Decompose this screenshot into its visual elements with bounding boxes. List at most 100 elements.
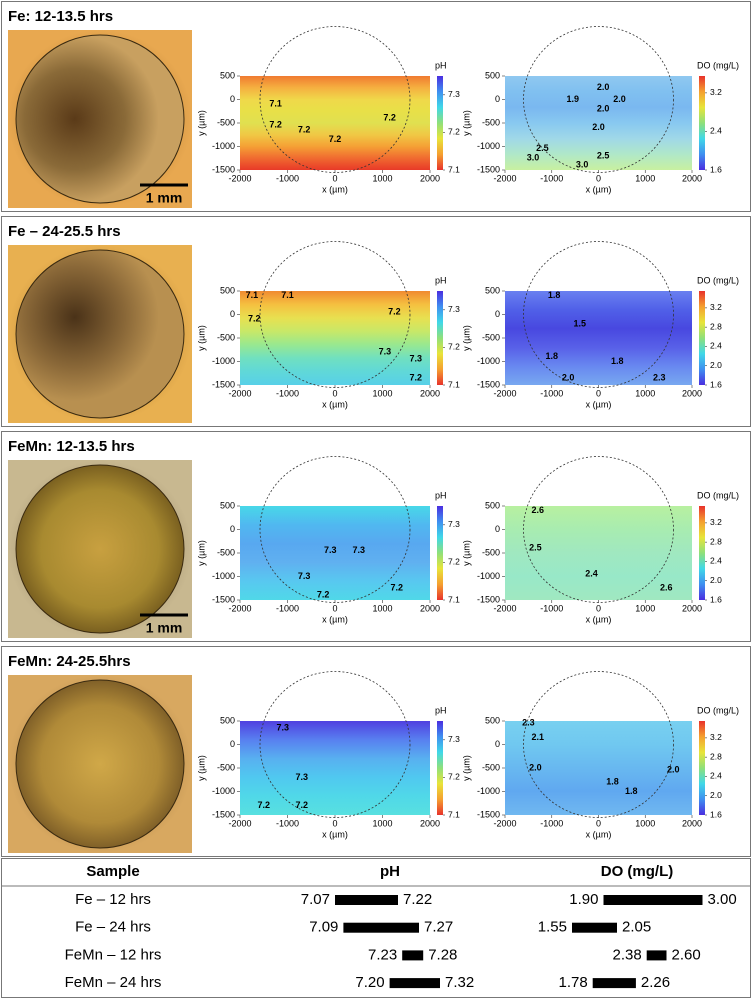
table-header: Sample — [86, 863, 139, 880]
x-tick-label: -2000 — [493, 173, 516, 183]
y-tick-label: -1500 — [212, 809, 235, 819]
colorbar-label: DO (mg/L) — [697, 60, 739, 70]
y-tick-label: -1500 — [477, 379, 500, 389]
colorbar-tick-label: 7.1 — [448, 379, 460, 389]
y-tick-label: 0 — [230, 309, 235, 319]
colorbar-tick-label: 3.2 — [710, 517, 722, 527]
y-axis-label: y (µm) — [461, 325, 471, 351]
contour-label: 7.2 — [409, 372, 422, 382]
x-axis-label: x (µm) — [586, 614, 612, 624]
range-max: 2.60 — [672, 946, 701, 963]
x-tick-label: 1000 — [635, 603, 655, 613]
x-tick-label: 2000 — [682, 818, 702, 828]
contour-label: 2.6 — [531, 505, 544, 515]
contour-label: 2.4 — [585, 569, 598, 579]
heatmap — [505, 506, 692, 600]
y-tick-label: 500 — [220, 500, 235, 510]
contour-label: 1.8 — [548, 290, 561, 300]
y-tick-label: 500 — [485, 715, 500, 725]
photo-disc — [15, 464, 185, 634]
contour-label: 7.3 — [352, 545, 365, 555]
colorbar-tick-label: 7.2 — [448, 342, 460, 352]
y-tick-label: -500 — [482, 117, 500, 127]
x-tick-label: 2000 — [682, 388, 702, 398]
y-tick-label: 500 — [485, 285, 500, 295]
x-axis-label: x (µm) — [322, 829, 348, 839]
x-tick-label: 1000 — [372, 388, 392, 398]
colorbar-label: DO (mg/L) — [697, 705, 739, 715]
y-tick-label: 0 — [495, 524, 500, 534]
y-tick-label: -1000 — [212, 356, 235, 366]
y-tick-label: 0 — [230, 524, 235, 534]
x-tick-label: 0 — [332, 388, 337, 398]
range-min: 1.78 — [558, 974, 587, 991]
sample-name: FeMn – 24 hrs — [65, 974, 162, 991]
contour-label: 7.2 — [269, 120, 282, 130]
y-tick-label: -1500 — [212, 379, 235, 389]
x-tick-label: 0 — [332, 818, 337, 828]
y-axis-label: y (µm) — [461, 755, 471, 781]
heatmap — [505, 76, 692, 170]
heatmap — [505, 721, 692, 815]
panel-title: Fe – 24-25.5 hrs — [8, 223, 121, 240]
range-bar — [646, 950, 667, 961]
photo-disc — [15, 679, 185, 849]
colorbar — [699, 291, 705, 385]
y-tick-label: -500 — [482, 547, 500, 557]
y-tick-label: -1000 — [212, 141, 235, 151]
contour-label: 1.9 — [567, 94, 580, 104]
range-min: 7.07 — [301, 891, 330, 908]
sample-name: FeMn – 12 hrs — [65, 946, 162, 963]
colorbar — [437, 721, 443, 815]
colorbar-tick-label: 2.4 — [710, 126, 722, 136]
x-tick-label: 2000 — [420, 818, 440, 828]
colorbar-tick-label: 2.4 — [710, 771, 722, 781]
x-tick-label: 0 — [596, 388, 601, 398]
sample-name: Fe – 12 hrs — [75, 891, 151, 908]
contour-label: 7.2 — [248, 314, 261, 324]
range-min: 2.38 — [612, 946, 641, 963]
y-tick-label: -1000 — [212, 571, 235, 581]
y-axis-label: y (µm) — [196, 110, 206, 136]
y-tick-label: 0 — [230, 739, 235, 749]
colorbar-tick-label: 7.3 — [448, 89, 460, 99]
x-tick-label: 0 — [596, 818, 601, 828]
x-tick-label: -2000 — [228, 818, 251, 828]
contour-label: 7.2 — [257, 800, 270, 810]
y-tick-label: -1500 — [477, 594, 500, 604]
x-tick-label: -1000 — [540, 388, 563, 398]
contour-label: 7.2 — [383, 113, 396, 123]
contour-label: 1.8 — [606, 776, 619, 786]
panel-frame — [1, 431, 751, 642]
y-axis-label: y (µm) — [196, 540, 206, 566]
colorbar-tick-label: 2.4 — [710, 556, 722, 566]
colorbar — [437, 76, 443, 170]
y-axis-label: y (µm) — [196, 325, 206, 351]
range-min: 7.09 — [309, 919, 338, 936]
y-tick-label: 0 — [495, 94, 500, 104]
contour-label: 7.2 — [295, 800, 308, 810]
x-tick-label: 1000 — [635, 173, 655, 183]
contour-label: 2.3 — [522, 718, 535, 728]
contour-label: 7.1 — [246, 290, 259, 300]
contour-label: 7.3 — [298, 571, 311, 581]
colorbar-tick-label: 2.8 — [710, 751, 722, 761]
x-tick-label: -1000 — [276, 388, 299, 398]
x-axis-label: x (µm) — [322, 399, 348, 409]
contour-label: 2.0 — [667, 765, 680, 775]
contour-label: 1.8 — [625, 786, 638, 796]
contour-label: 7.2 — [329, 134, 342, 144]
contour-label: 3.0 — [527, 153, 540, 163]
x-tick-label: -2000 — [228, 603, 251, 613]
x-tick-label: 1000 — [372, 818, 392, 828]
colorbar-tick-label: 7.3 — [448, 734, 460, 744]
x-tick-label: -1000 — [276, 818, 299, 828]
colorbar-tick-label: 7.3 — [448, 304, 460, 314]
contour-label: 2.0 — [529, 762, 542, 772]
contour-label: 7.1 — [269, 99, 282, 109]
heatmap — [240, 291, 430, 385]
panel-title: FeMn: 12-13.5 hrs — [8, 438, 135, 455]
y-tick-label: -500 — [482, 332, 500, 342]
range-bar — [402, 950, 424, 961]
contour-label: 7.3 — [379, 346, 392, 356]
